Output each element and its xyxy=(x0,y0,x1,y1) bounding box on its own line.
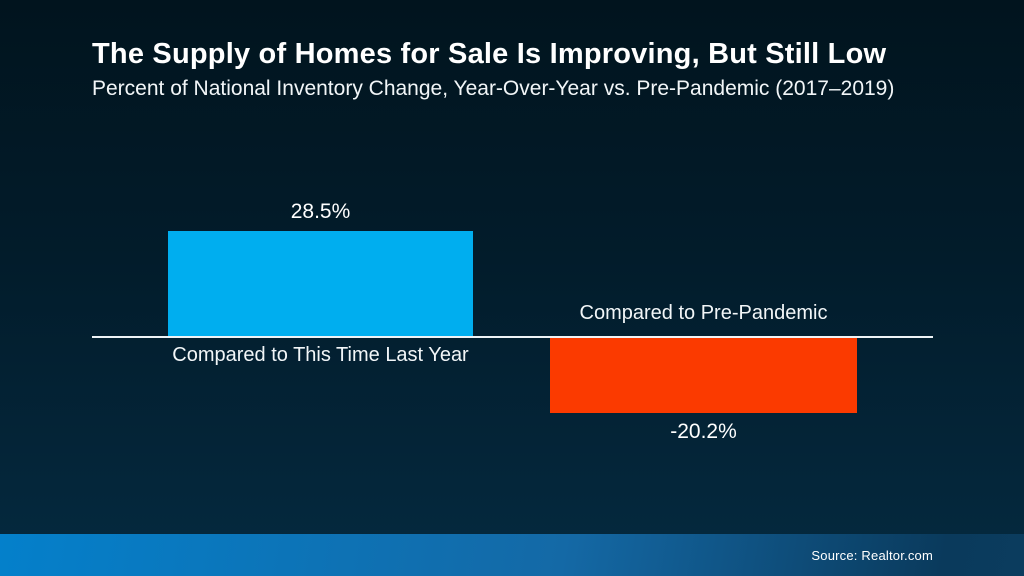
chart-title: The Supply of Homes for Sale Is Improvin… xyxy=(92,38,887,70)
category-label-vs-pre-pandemic: Compared to Pre-Pandemic xyxy=(579,302,828,324)
value-label-vs-pre-pandemic: -20.2% xyxy=(670,420,737,443)
value-label-vs-last-year: 28.5% xyxy=(290,200,351,223)
category-label-vs-last-year: Compared to This Time Last Year xyxy=(172,344,469,366)
bar-vs-last-year xyxy=(168,231,473,336)
source-credit: Source: Realtor.com xyxy=(811,547,933,563)
chart-subtitle: Percent of National Inventory Change, Ye… xyxy=(92,77,895,100)
footer-band: Source: Realtor.com xyxy=(0,534,1024,576)
baseline-axis xyxy=(92,336,933,338)
bar-vs-pre-pandemic xyxy=(550,338,857,413)
